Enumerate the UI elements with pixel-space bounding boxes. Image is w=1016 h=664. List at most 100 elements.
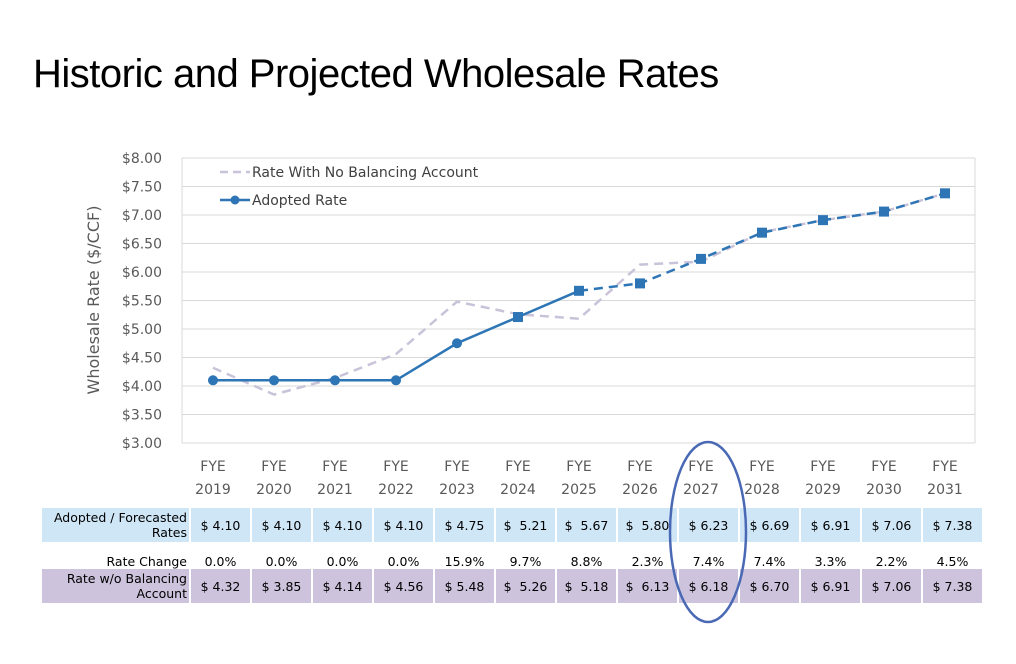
legend-label-no-balancing: Rate With No Balancing Account (252, 165, 479, 181)
legend-label-adopted: Adopted Rate (252, 193, 347, 209)
x-tick-label-line2: 2020 (256, 482, 292, 498)
table-cell: $ 6.13 (618, 569, 679, 603)
table-cell: 0.0% (374, 542, 435, 569)
x-tick-label-line1: FYE (444, 459, 469, 475)
point-adopted (940, 188, 950, 199)
x-tick-label-line1: FYE (871, 459, 896, 475)
point-adopted (818, 215, 828, 226)
y-tick-label: $4.00 (122, 379, 162, 395)
x-tick-label-line2: 2021 (317, 482, 353, 498)
page-title: Historic and Projected Wholesale Rates (33, 52, 719, 96)
y-tick-label: $7.00 (122, 208, 162, 224)
table-cell: 2.2% (862, 542, 923, 569)
table-cell: $ 7.38 (923, 569, 984, 603)
table-cell: 15.9% (435, 542, 496, 569)
grid-lines (181, 157, 976, 444)
x-tick-label-line1: FYE (566, 459, 591, 475)
row-header: Rate w/o Balancing Account (42, 569, 191, 603)
x-tick-label-line2: 2024 (500, 482, 536, 498)
row-adopted-forecasted-rates: Adopted / Forecasted Rates $ 4.10 $ 4.10 $ 4… (42, 508, 984, 542)
y-axis-label: Wholesale Rate ($/CCF) (84, 206, 103, 395)
table-cell: 4.5% (923, 542, 984, 569)
x-tick-label-line1: FYE (749, 459, 774, 475)
x-tick-label-line1: FYE (627, 459, 652, 475)
table-cell: $ 3.85 (252, 569, 313, 603)
row-rate-change: Rate Change 0.0% 0.0% 0.0% 0.0% 15.9% 9.7% 8.8%… (42, 542, 984, 569)
table-cell: $ 4.10 (191, 508, 252, 542)
x-tick-label-line2: 2031 (927, 482, 963, 498)
table-cell: $ 6.91 (801, 569, 862, 603)
row-header-line2: Rates (151, 525, 187, 540)
x-tick-label-line1: FYE (932, 459, 957, 475)
y-tick-label: $3.00 (122, 436, 162, 452)
table-cell: $ 4.56 (374, 569, 435, 603)
line-adopted-dashed (578, 192, 946, 293)
y-tick-label: $3.50 (122, 408, 162, 424)
table-cell: $ 4.32 (191, 569, 252, 603)
table-cell: $ 4.10 (252, 508, 313, 542)
x-tick-label-line2: 2022 (378, 482, 414, 498)
x-tick-label-line2: 2027 (683, 482, 719, 498)
row-rate-without-balancing: Rate w/o Balancing Account $ 4.32 $ 3.85 $ 4… (42, 569, 984, 603)
x-tick-label-line2: 2019 (195, 482, 231, 498)
y-axis-ticks: $8.00 $7.50 $7.00 $6.50 $6.00 $5.50 $5.00 $4.50… (122, 151, 162, 452)
point-adopted (269, 375, 279, 386)
table-cell: $ 6.91 (801, 508, 862, 542)
table-cell: $ 6.69 (740, 508, 801, 542)
y-tick-label: $8.00 (122, 151, 162, 167)
point-adopted (391, 375, 401, 386)
table-cell: $ 4.14 (313, 569, 374, 603)
table-cell: 0.0% (252, 542, 313, 569)
x-axis-ticks: FYE 2019 FYE 2020 FYE 2021 FYE 2022 FYE 2023 FYE 20… (195, 459, 963, 498)
table-cell: $ 5.18 (557, 569, 618, 603)
x-tick-label-line1: FYE (261, 459, 286, 475)
x-tick-label-line1: FYE (383, 459, 408, 475)
x-tick-label-line2: 2029 (805, 482, 841, 498)
rates-table: Adopted / Forecasted Rates $ 4.10 $ 4.10 $ 4… (42, 508, 984, 603)
table-cell: $ 5.80 (618, 508, 679, 542)
x-tick-label-line1: FYE (505, 459, 530, 475)
table-cell: $ 5.26 (496, 569, 557, 603)
table-cell: 8.8% (557, 542, 618, 569)
point-adopted (513, 312, 523, 323)
x-tick-label-line2: 2028 (744, 482, 780, 498)
point-adopted (452, 338, 462, 349)
point-adopted (574, 285, 584, 296)
row-header-line2: Account (136, 586, 187, 601)
y-tick-label: $6.50 (122, 237, 162, 253)
y-tick-label: $5.00 (122, 322, 162, 338)
table-cell: $ 7.06 (862, 569, 923, 603)
table-cell: $ 5.67 (557, 508, 618, 542)
series-adopted-rate (208, 188, 950, 386)
table-cell: 9.7% (496, 542, 557, 569)
point-adopted (879, 206, 889, 217)
legend-item-adopted: Adopted Rate (220, 193, 347, 209)
table-cell: 7.4% (740, 542, 801, 569)
table-cell: $ 5.21 (496, 508, 557, 542)
point-adopted (330, 375, 340, 386)
legend-marker-adopted (230, 195, 240, 205)
y-tick-label: $7.50 (122, 180, 162, 196)
table-cell: $ 4.75 (435, 508, 496, 542)
x-tick-label-line2: 2026 (622, 482, 658, 498)
table-cell: 7.4% (679, 542, 740, 569)
x-tick-label-line2: 2025 (561, 482, 597, 498)
row-header-line1: Rate Change (106, 554, 188, 569)
table-cell: $ 4.10 (313, 508, 374, 542)
y-tick-label: $6.00 (122, 265, 162, 281)
table-cell: 3.3% (801, 542, 862, 569)
point-adopted (635, 278, 645, 289)
x-tick-label-line2: 2030 (866, 482, 902, 498)
table-cell: $ 6.70 (740, 569, 801, 603)
table-cell: $ 4.10 (374, 508, 435, 542)
row-header: Adopted / Forecasted Rates (42, 508, 191, 542)
table-cell: 0.0% (313, 542, 374, 569)
x-tick-label-line1: FYE (322, 459, 347, 475)
legend: Rate With No Balancing Account Adopted R… (220, 165, 479, 209)
point-adopted (208, 375, 218, 386)
x-tick-label-line2: 2023 (439, 482, 475, 498)
row-header-line1: Rate w/o Balancing (66, 571, 187, 586)
legend-item-no-balancing: Rate With No Balancing Account (220, 165, 479, 181)
x-tick-label-line1: FYE (688, 459, 713, 475)
